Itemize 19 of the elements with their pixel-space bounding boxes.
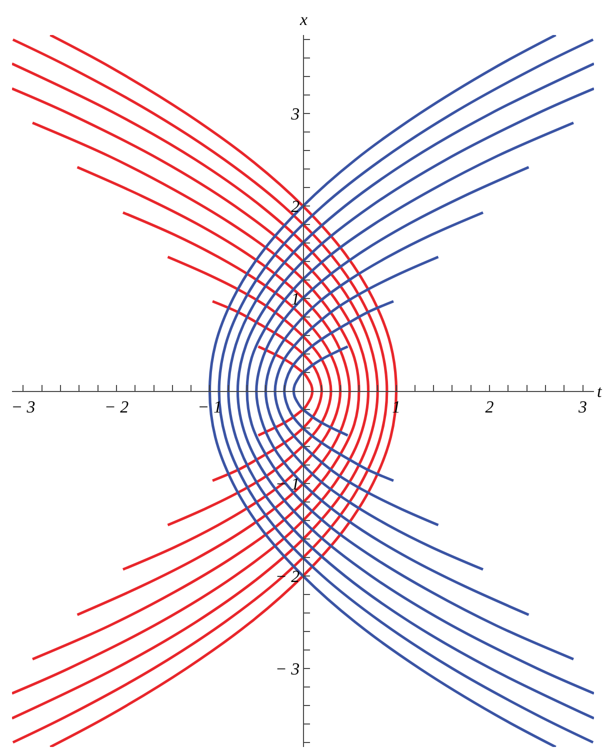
y-tick-label: 1 (291, 289, 300, 308)
x-tick-label: − 3 (11, 397, 36, 416)
y-axis-title: x (299, 10, 308, 29)
x-tick-label: 2 (485, 397, 494, 416)
x-axis-title: t (597, 382, 603, 401)
x-tick-label: − 2 (104, 397, 130, 416)
line-series (292, 345, 350, 437)
y-tick-label: − 2 (275, 566, 300, 586)
line-series (274, 256, 440, 526)
y-tick-label: − 1 (275, 474, 300, 494)
line-series (246, 122, 575, 660)
line-series (122, 211, 342, 571)
line-series (255, 166, 530, 616)
line-series (264, 211, 484, 571)
x-tick-label: 3 (578, 397, 588, 416)
y-tick-label: − 3 (275, 659, 300, 678)
y-tick-label: 2 (291, 197, 300, 216)
y-tick-label: 3 (290, 104, 300, 124)
line-series (76, 166, 351, 616)
